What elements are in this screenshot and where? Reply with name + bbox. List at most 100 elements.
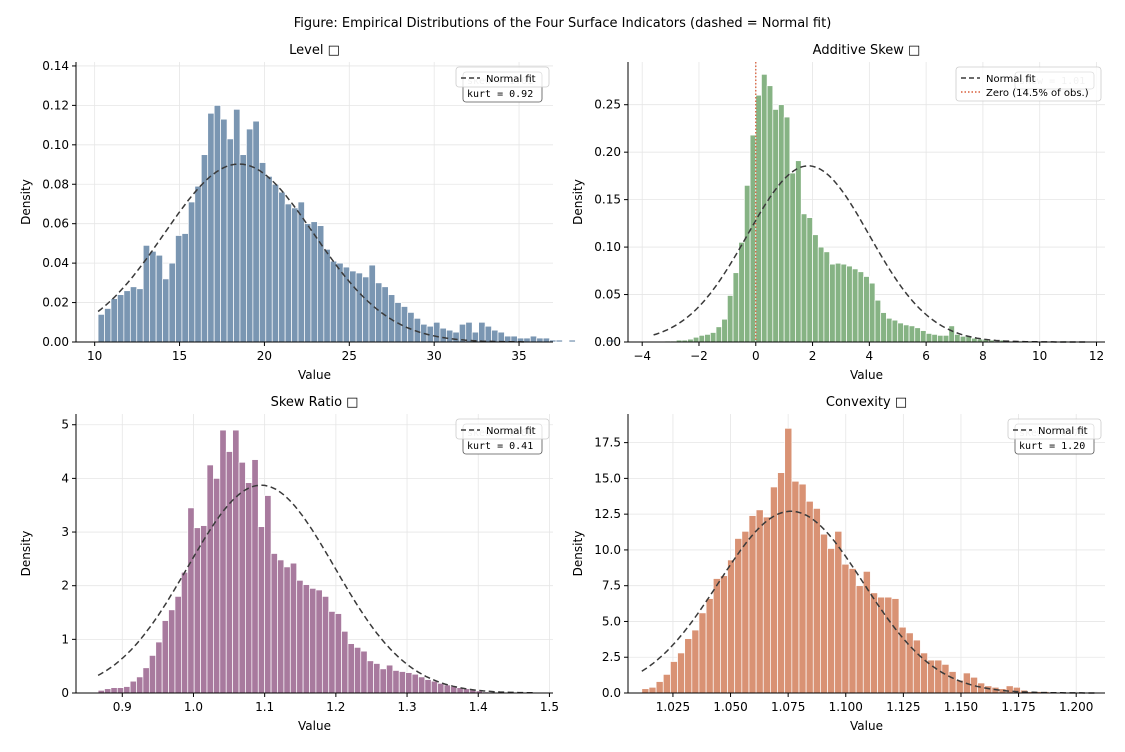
x-tick-label: 0 [752, 349, 760, 363]
histogram-bar [200, 525, 208, 694]
x-tick-label: 1.1 [255, 700, 274, 714]
histogram-bar [704, 334, 711, 343]
histogram-bar [941, 664, 950, 694]
histogram-bar [430, 680, 439, 694]
stats-kurt-text: kurt = 0.92 [467, 89, 533, 100]
histogram-bar [386, 664, 394, 694]
histogram-bar [478, 321, 486, 343]
histogram-bar [880, 312, 887, 343]
histogram-bar [239, 154, 247, 343]
histogram-bar [555, 339, 563, 343]
histogram-bar [437, 682, 445, 694]
y-tick-label: 7.5 [602, 579, 621, 593]
x-tick-label: 12 [1089, 349, 1104, 363]
histogram-bar [762, 516, 771, 694]
histogram-bar [424, 679, 432, 694]
histogram-bar [851, 268, 859, 343]
histogram-bar [841, 563, 850, 694]
histogram-bar [877, 596, 886, 694]
histogram-bar [168, 262, 176, 343]
histogram-bar [148, 655, 157, 694]
histogram-bar [891, 319, 899, 343]
histogram-bar [270, 553, 278, 694]
y-tick-label: 0.25 [594, 98, 621, 112]
x-tick-label: 4 [866, 349, 874, 363]
y-tick-label: 15.0 [594, 471, 621, 485]
histogram-bar [738, 241, 745, 343]
y-tick-label: 0.00 [594, 335, 621, 349]
stats-kurt-text: kurt = 1.20 [1019, 441, 1085, 452]
histogram-bar [868, 282, 876, 343]
legend-box [455, 66, 550, 88]
histogram-bar [278, 191, 286, 343]
histogram-bar [692, 336, 700, 343]
legend-label: Normal fit [486, 426, 536, 437]
histogram-bar [366, 660, 374, 694]
histogram-bar [829, 263, 836, 343]
legend-label: Zero (14.5% of obs.) [986, 88, 1089, 99]
histogram-bar [734, 538, 743, 694]
histogram-bar [827, 548, 836, 694]
histogram-bar [497, 331, 505, 343]
x-axis-label: Value [850, 368, 883, 382]
histogram-bar [213, 478, 221, 694]
y-tick-label: 0 [61, 686, 69, 700]
stats-kurt-text: kurt = 0.41 [467, 441, 533, 452]
histogram-bar [136, 288, 144, 343]
histogram-bar [310, 221, 318, 343]
x-tick-label: 1.050 [713, 700, 747, 714]
y-tick-label: 2 [61, 579, 69, 593]
histogram-bar [684, 638, 693, 694]
histogram-bar [884, 596, 893, 694]
histogram-bar [394, 302, 402, 343]
x-tick-label: 1.100 [829, 700, 863, 714]
histogram-bar [362, 276, 370, 343]
histogram-bar [162, 278, 170, 343]
histogram-bar [155, 641, 163, 694]
histogram-bar [117, 294, 125, 343]
y-tick-label: 0.20 [594, 145, 621, 159]
histogram-bar [691, 629, 700, 694]
histogram-bar [607, 339, 615, 343]
histogram-bar [817, 246, 825, 343]
x-tick-label: 1.175 [1001, 700, 1035, 714]
histogram-bar [136, 676, 144, 694]
panel-title: Additive Skew □ [813, 43, 921, 58]
histogram-bar [297, 201, 305, 343]
histogram-bar [116, 687, 125, 694]
histogram-bar [291, 207, 299, 343]
histogram-bar [283, 566, 291, 694]
histogram-bar [744, 185, 751, 343]
histogram-bar [937, 335, 944, 343]
histogram-bar [891, 598, 900, 694]
legend-box [955, 66, 1102, 102]
histogram-bar [296, 579, 304, 694]
histogram-bar [174, 596, 182, 694]
histogram-bar [874, 299, 882, 343]
x-tick-label: 1.125 [886, 700, 920, 714]
histogram-bar [820, 533, 828, 694]
histogram-bar [732, 272, 740, 343]
x-tick-label: 35 [511, 349, 526, 363]
histogram-bar [264, 495, 272, 694]
histogram-bar [720, 575, 728, 694]
histogram-bar [304, 223, 312, 343]
histogram-bar [721, 318, 728, 343]
histogram-bar [834, 530, 843, 694]
histogram-bar [354, 647, 362, 694]
histogram-bar [188, 201, 196, 343]
histogram-bar [407, 312, 415, 343]
histogram-bar [870, 592, 878, 694]
histogram-bar [766, 85, 774, 343]
histogram-bar [97, 314, 105, 343]
histogram-bar [349, 270, 357, 343]
histogram-bar [914, 327, 921, 343]
histogram-bar [662, 674, 671, 694]
histogram-bar [784, 427, 793, 694]
histogram-bar [400, 306, 409, 343]
histogram-bar [206, 464, 214, 694]
histogram-bar [104, 308, 112, 343]
x-axis-label: Value [298, 368, 331, 382]
histogram-bar [257, 526, 266, 694]
